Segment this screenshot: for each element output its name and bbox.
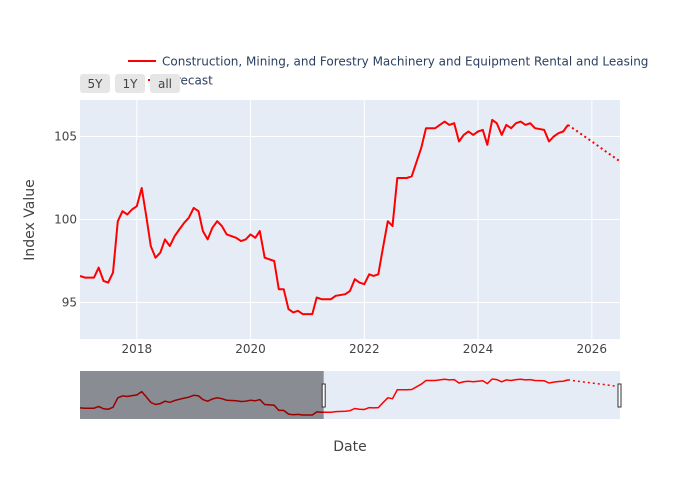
x-tick-label: 2026 xyxy=(577,342,608,356)
x-tick-label: 2018 xyxy=(122,342,153,356)
x-axis-title: Date xyxy=(333,439,366,455)
series-line-forecast xyxy=(567,124,620,163)
range-button-all[interactable]: all xyxy=(150,74,180,93)
range-slider-mask xyxy=(80,371,324,419)
range-slider-series xyxy=(80,378,620,416)
range-selector: 5Y 1Y all xyxy=(80,74,180,93)
x-tick-label: 2020 xyxy=(235,342,266,356)
series-layer xyxy=(80,118,620,316)
y-axis-title: Index Value xyxy=(22,179,38,260)
x-tick-label: 2022 xyxy=(349,342,380,356)
grid-lines xyxy=(80,100,620,339)
y-tick-label: 95 xyxy=(62,295,77,309)
range-button-1y-label: 1Y xyxy=(123,77,139,91)
legend[interactable]: Construction, Mining, and Forestry Machi… xyxy=(128,55,648,88)
legend-item-actual[interactable]: Construction, Mining, and Forestry Machi… xyxy=(128,55,648,69)
series-line-actual xyxy=(80,118,569,316)
range-slider[interactable] xyxy=(80,371,622,419)
range-button-all-label: all xyxy=(158,77,172,91)
main-plot[interactable] xyxy=(80,100,620,339)
range-button-5y-label: 5Y xyxy=(88,77,104,91)
x-tick-label: 2024 xyxy=(463,342,494,356)
slider-line-actual xyxy=(80,378,569,416)
y-tick-label: 105 xyxy=(54,130,77,144)
y-tick-label: 100 xyxy=(54,213,77,227)
range-button-1y[interactable]: 1Y xyxy=(115,74,145,93)
legend-label-actual: Construction, Mining, and Forestry Machi… xyxy=(162,55,648,69)
axis-ticks: 2018 2020 2022 2024 2026 95 100 105 xyxy=(54,130,607,356)
range-slider-left-handle[interactable] xyxy=(321,383,326,408)
range-slider-right-handle[interactable] xyxy=(617,383,622,408)
range-button-5y[interactable]: 5Y xyxy=(80,74,110,93)
